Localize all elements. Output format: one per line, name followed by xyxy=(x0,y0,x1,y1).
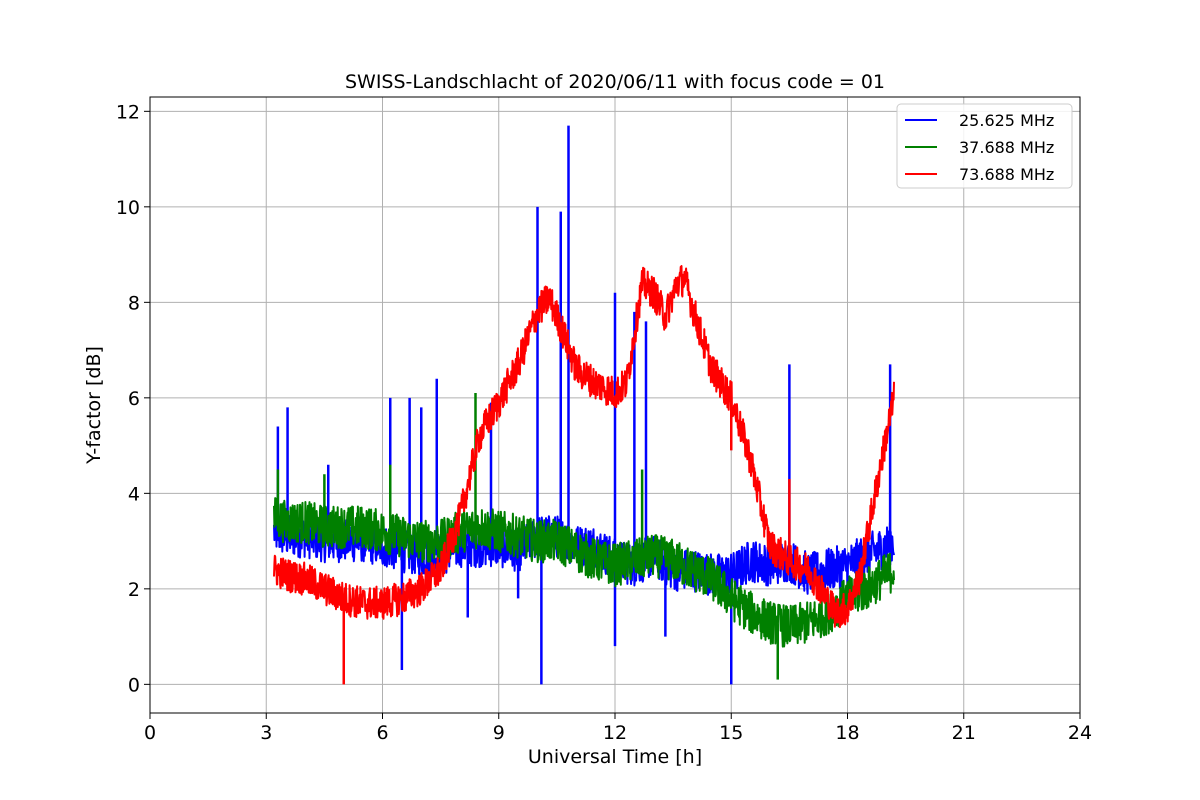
x-tick-label: 6 xyxy=(376,722,388,744)
x-tick-label: 24 xyxy=(1068,722,1092,744)
legend-label: 25.625 MHz xyxy=(959,111,1054,130)
legend-box xyxy=(896,103,1073,189)
y-tick-label: 6 xyxy=(128,388,140,410)
y-tick-label: 4 xyxy=(128,483,140,505)
y-tick-label: 0 xyxy=(128,674,140,696)
series-line-path xyxy=(273,265,895,629)
chart-title: SWISS-Landschlacht of 2020/06/11 with fo… xyxy=(345,71,885,93)
y-tick-label: 8 xyxy=(128,292,140,314)
y-tick-label: 10 xyxy=(116,197,140,219)
y-tick-label: 2 xyxy=(128,579,140,601)
series-3-line xyxy=(273,265,895,685)
plot-area xyxy=(273,125,895,685)
legend-label: 37.688 MHz xyxy=(959,138,1054,157)
y-tick-label: 12 xyxy=(116,101,140,123)
x-tick-label: 21 xyxy=(952,722,976,744)
x-axis-label: Universal Time [h] xyxy=(528,746,702,768)
x-tick-label: 15 xyxy=(719,722,743,744)
series-line-path xyxy=(273,497,895,648)
x-tick-label: 3 xyxy=(260,722,272,744)
legend-label: 73.688 MHz xyxy=(959,165,1054,184)
x-tick-label: 12 xyxy=(603,722,627,744)
legend: 25.625 MHz 37.688 MHz 73.688 MHz xyxy=(896,103,1073,189)
x-tick-label: 18 xyxy=(835,722,859,744)
y-axis-label: Y-factor [dB] xyxy=(83,346,105,465)
x-tick-label: 9 xyxy=(493,722,505,744)
x-tick-label: 0 xyxy=(144,722,156,744)
